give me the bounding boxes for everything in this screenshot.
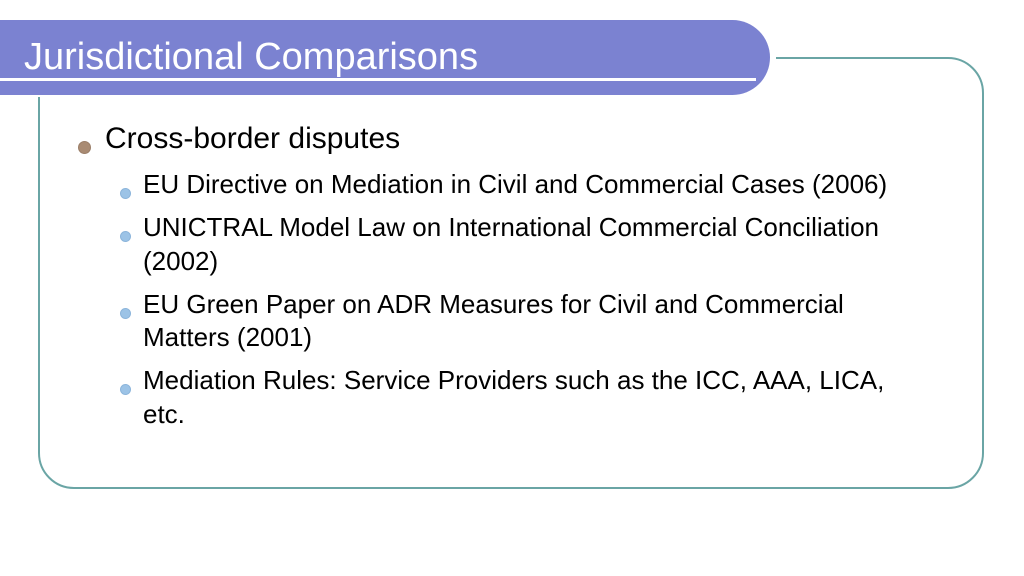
sub-bullet-list: EU Directive on Mediation in Civil and C… (120, 168, 948, 431)
slide-title: Jurisdictional Comparisons (24, 36, 478, 79)
bullet-level1: Cross-border disputes (78, 122, 948, 156)
bullet-level2-text: UNICTRAL Model Law on International Comm… (143, 211, 923, 278)
bullet-icon (78, 141, 91, 154)
bullet-icon (120, 231, 131, 242)
bullet-level2: UNICTRAL Model Law on International Comm… (120, 211, 948, 278)
slide-content: Cross-border disputes EU Directive on Me… (78, 122, 948, 441)
bullet-level2-text: Mediation Rules: Service Providers such … (143, 364, 923, 431)
bullet-icon (120, 384, 131, 395)
bullet-level2: Mediation Rules: Service Providers such … (120, 364, 948, 431)
slide-header-bar: Jurisdictional Comparisons (0, 20, 770, 95)
header-underline (0, 78, 756, 81)
bullet-level2-text: EU Green Paper on ADR Measures for Civil… (143, 288, 923, 355)
bullet-level2: EU Green Paper on ADR Measures for Civil… (120, 288, 948, 355)
bullet-icon (120, 188, 131, 199)
bullet-level2-text: EU Directive on Mediation in Civil and C… (143, 168, 887, 201)
bullet-icon (120, 308, 131, 319)
bullet-level1-text: Cross-border disputes (105, 122, 400, 156)
bullet-level2: EU Directive on Mediation in Civil and C… (120, 168, 948, 201)
